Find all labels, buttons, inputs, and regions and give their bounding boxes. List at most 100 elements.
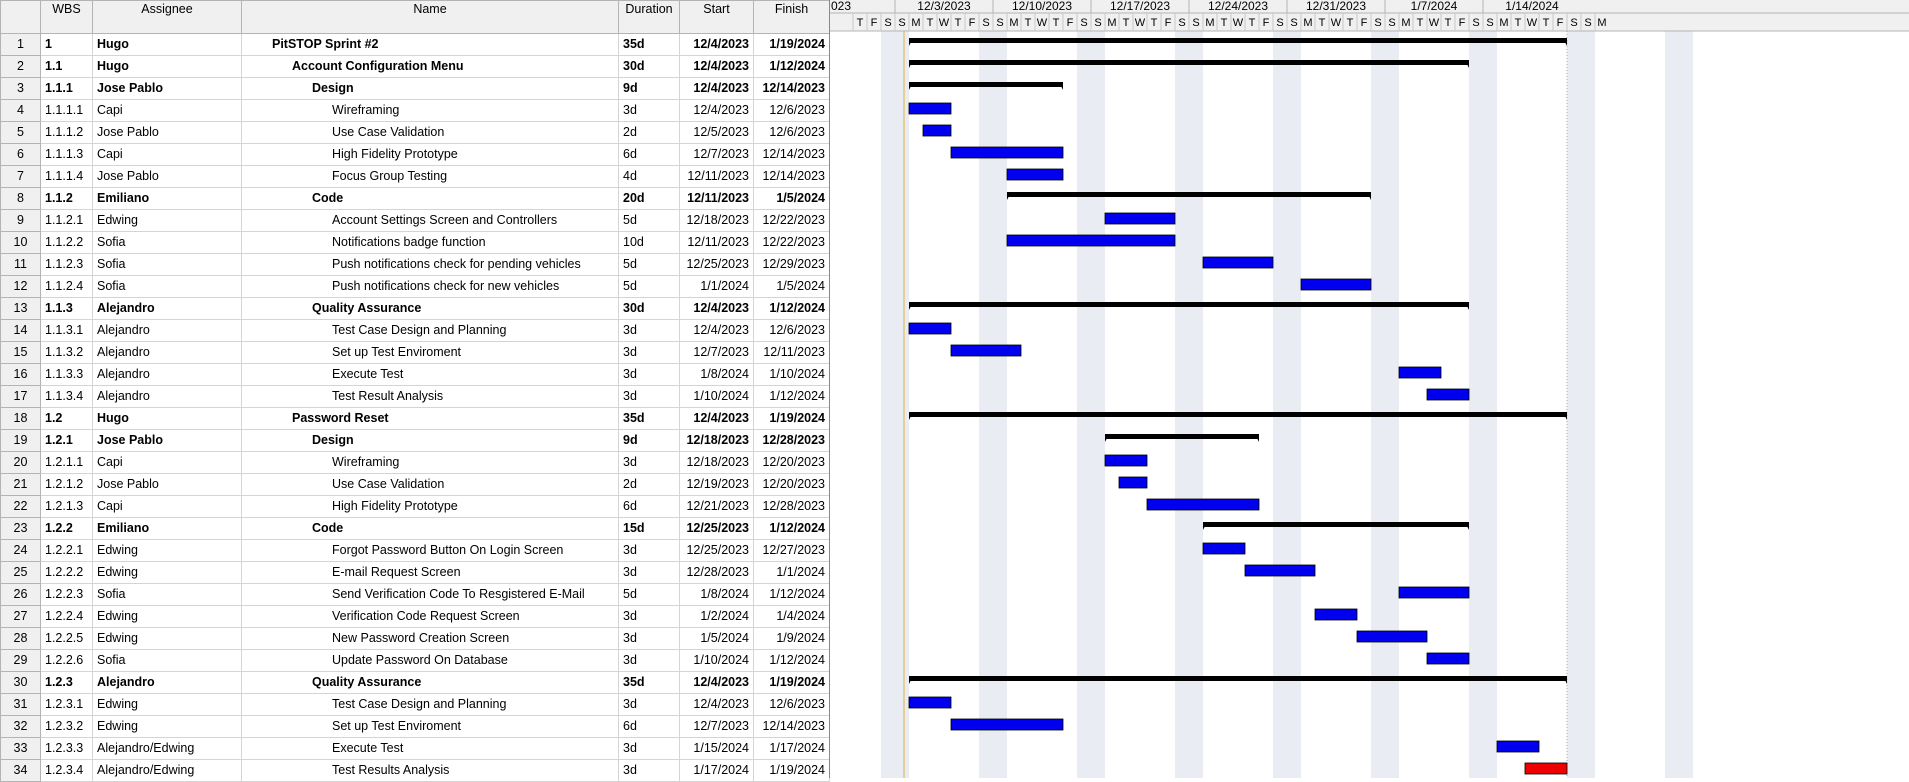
row-number-cell[interactable]: 3 (0, 77, 41, 100)
finish-date-cell[interactable]: 1/12/2024 (753, 517, 830, 540)
summary-bar[interactable] (909, 302, 1469, 307)
row-number-cell[interactable]: 16 (0, 363, 41, 386)
finish-date-cell[interactable]: 1/12/2024 (753, 649, 830, 672)
wbs-cell[interactable]: 1 (40, 33, 93, 56)
assignee-cell[interactable]: Sofia (92, 253, 242, 276)
finish-date-cell[interactable]: 1/1/2024 (753, 561, 830, 584)
row-number-cell[interactable]: 23 (0, 517, 41, 540)
duration-cell[interactable]: 3d (618, 539, 680, 562)
assignee-cell[interactable]: Hugo (92, 33, 242, 56)
summary-bar[interactable] (1105, 434, 1259, 439)
finish-date-cell[interactable]: 1/19/2024 (753, 671, 830, 694)
duration-cell[interactable]: 3d (618, 627, 680, 650)
task-row[interactable]: 31 1.2.3.1 Edwing Test Case Design and Plan… (0, 693, 830, 716)
wbs-cell[interactable]: 1.2.2.2 (40, 561, 93, 584)
task-row[interactable]: 28 1.2.2.5 Edwing New Password Creation Scr… (0, 627, 830, 650)
task-bar[interactable] (1398, 586, 1470, 599)
assignee-cell[interactable]: Alejandro (92, 363, 242, 386)
start-date-cell[interactable]: 1/5/2024 (679, 627, 754, 650)
task-name-cell[interactable]: Password Reset (241, 407, 619, 430)
duration-cell[interactable]: 6d (618, 143, 680, 166)
row-number-cell[interactable]: 34 (0, 759, 41, 782)
assignee-cell[interactable]: Edwing (92, 715, 242, 738)
finish-date-cell[interactable]: 12/28/2023 (753, 429, 830, 452)
wbs-cell[interactable]: 1.1.3.1 (40, 319, 93, 342)
finish-date-cell[interactable]: 12/14/2023 (753, 77, 830, 100)
assignee-cell[interactable]: Jose Pablo (92, 473, 242, 496)
finish-date-cell[interactable]: 12/6/2023 (753, 693, 830, 716)
task-row[interactable]: 7 1.1.1.4 Jose Pablo Focus Group Testing 4d 1… (0, 165, 830, 188)
summary-bar[interactable] (909, 38, 1567, 43)
task-bar[interactable] (1146, 498, 1260, 511)
duration-cell[interactable]: 35d (618, 671, 680, 694)
start-date-cell[interactable]: 1/1/2024 (679, 275, 754, 298)
task-row[interactable]: 19 1.2.1 Jose Pablo Design 9d 12/18/2023 12/28… (0, 429, 830, 452)
row-number-cell[interactable]: 18 (0, 407, 41, 430)
wbs-cell[interactable]: 1.1.2.4 (40, 275, 93, 298)
finish-date-cell[interactable]: 1/5/2024 (753, 275, 830, 298)
summary-bar[interactable] (909, 82, 1063, 87)
task-row[interactable]: 33 1.2.3.3 Alejandro/Edwing Execute Test 3d 1… (0, 737, 830, 760)
start-date-cell[interactable]: 12/4/2023 (679, 55, 754, 78)
task-name-cell[interactable]: E-mail Request Screen (241, 561, 619, 584)
wbs-cell[interactable]: 1.1.2.3 (40, 253, 93, 276)
duration-cell[interactable]: 3d (618, 605, 680, 628)
row-number-cell[interactable]: 19 (0, 429, 41, 452)
task-bar[interactable] (908, 696, 952, 709)
assignee-cell[interactable]: Capi (92, 99, 242, 122)
duration-cell[interactable]: 5d (618, 209, 680, 232)
assignee-cell[interactable]: Edwing (92, 561, 242, 584)
finish-date-cell[interactable]: 12/14/2023 (753, 165, 830, 188)
wbs-cell[interactable]: 1.2.2.3 (40, 583, 93, 606)
finish-date-cell[interactable]: 12/28/2023 (753, 495, 830, 518)
row-number-cell[interactable]: 7 (0, 165, 41, 188)
task-name-cell[interactable]: Notifications badge function (241, 231, 619, 254)
assignee-cell[interactable]: Alejandro (92, 319, 242, 342)
row-number-cell[interactable]: 21 (0, 473, 41, 496)
task-bar[interactable] (1202, 256, 1274, 269)
row-number-cell[interactable]: 27 (0, 605, 41, 628)
assignee-cell[interactable]: Sofia (92, 231, 242, 254)
row-number-cell[interactable]: 4 (0, 99, 41, 122)
task-name-cell[interactable]: Account Settings Screen and Controllers (241, 209, 619, 232)
start-date-cell[interactable]: 12/18/2023 (679, 451, 754, 474)
wbs-cell[interactable]: 1.1 (40, 55, 93, 78)
row-number-cell[interactable]: 13 (0, 297, 41, 320)
task-row[interactable]: 29 1.2.2.6 Sofia Update Password On Databas… (0, 649, 830, 672)
assignee-cell[interactable]: Jose Pablo (92, 121, 242, 144)
row-number-cell[interactable]: 30 (0, 671, 41, 694)
task-row[interactable]: 27 1.2.2.4 Edwing Verification Code Request… (0, 605, 830, 628)
finish-date-cell[interactable]: 1/4/2024 (753, 605, 830, 628)
duration-cell[interactable]: 15d (618, 517, 680, 540)
duration-column-header[interactable]: Duration (618, 0, 680, 34)
task-row[interactable]: 3 1.1.1 Jose Pablo Design 9d 12/4/2023 12/14/2… (0, 77, 830, 100)
wbs-cell[interactable]: 1.2 (40, 407, 93, 430)
summary-bar[interactable] (909, 676, 1567, 681)
task-bar[interactable] (1300, 278, 1372, 291)
task-bar[interactable] (908, 102, 952, 115)
task-bar[interactable] (1202, 542, 1246, 555)
task-name-cell[interactable]: Account Configuration Menu (241, 55, 619, 78)
wbs-column-header[interactable]: WBS (40, 0, 93, 34)
duration-cell[interactable]: 3d (618, 363, 680, 386)
wbs-cell[interactable]: 1.1.3.3 (40, 363, 93, 386)
assignee-cell[interactable]: Emiliano (92, 517, 242, 540)
task-bar[interactable] (1314, 608, 1358, 621)
assignee-cell[interactable]: Alejandro/Edwing (92, 737, 242, 760)
duration-cell[interactable]: 3d (618, 99, 680, 122)
finish-date-cell[interactable]: 12/22/2023 (753, 209, 830, 232)
task-bar[interactable] (1006, 168, 1064, 181)
finish-date-cell[interactable]: 12/6/2023 (753, 319, 830, 342)
task-row[interactable]: 15 1.1.3.2 Alejandro Set up Test Enviroment… (0, 341, 830, 364)
summary-bar[interactable] (909, 412, 1567, 417)
task-name-cell[interactable]: Push notifications check for new vehicle… (241, 275, 619, 298)
start-date-cell[interactable]: 12/25/2023 (679, 539, 754, 562)
task-name-cell[interactable]: New Password Creation Screen (241, 627, 619, 650)
duration-cell[interactable]: 30d (618, 297, 680, 320)
wbs-cell[interactable]: 1.2.3 (40, 671, 93, 694)
task-bar[interactable] (908, 322, 952, 335)
row-number-cell[interactable]: 12 (0, 275, 41, 298)
task-name-cell[interactable]: Quality Assurance (241, 297, 619, 320)
start-date-cell[interactable]: 12/18/2023 (679, 209, 754, 232)
task-bar[interactable] (1426, 652, 1470, 665)
